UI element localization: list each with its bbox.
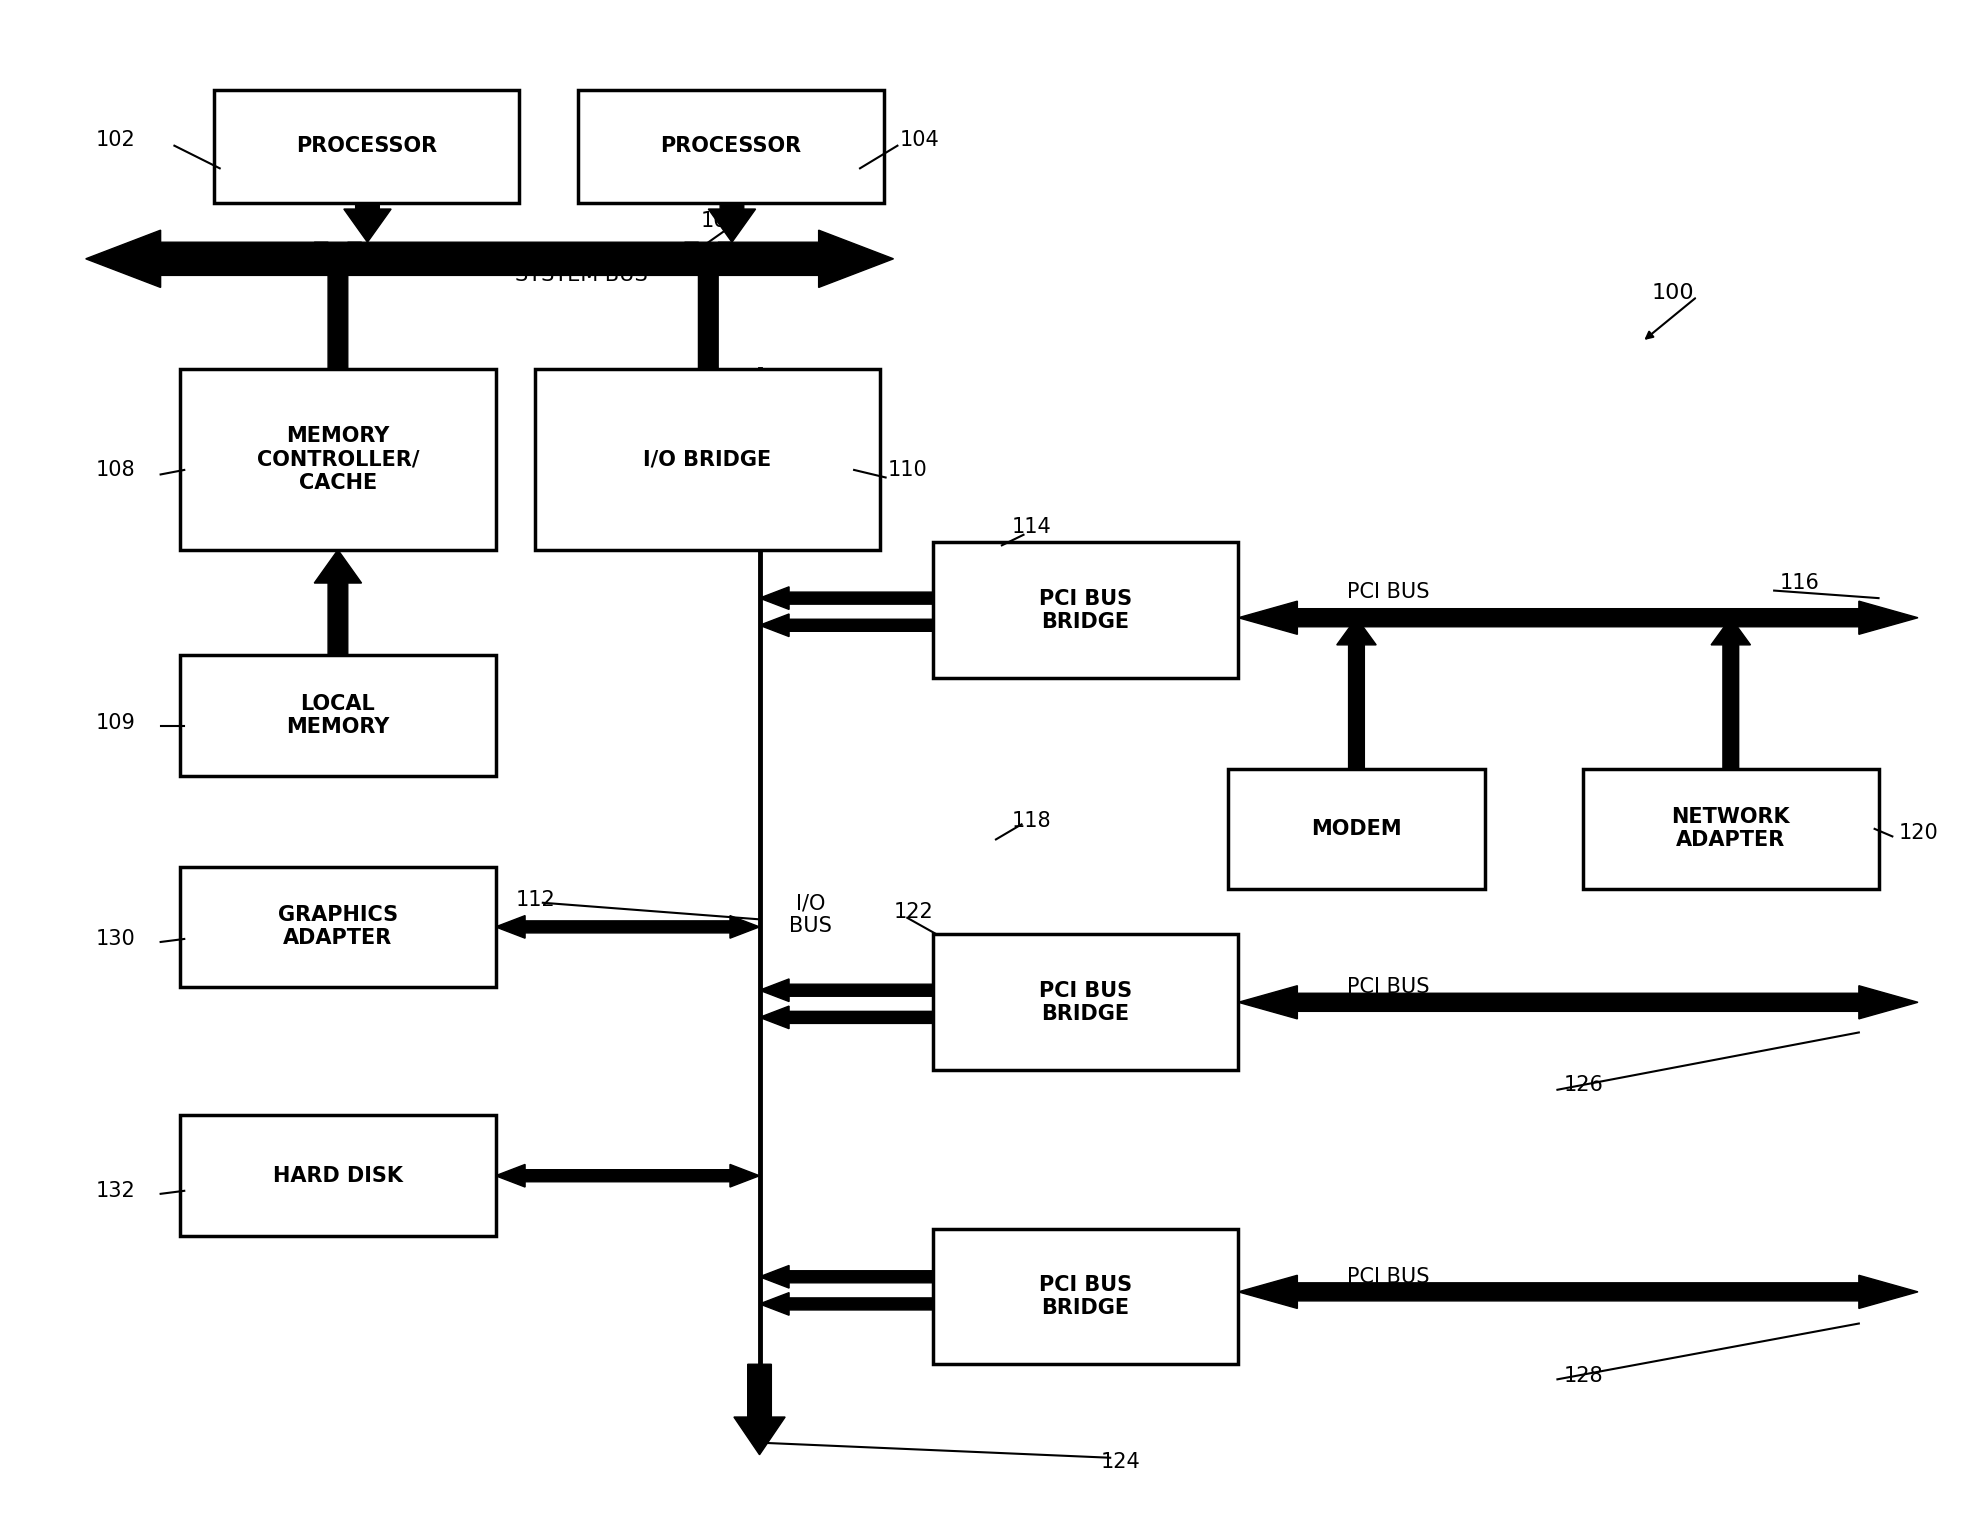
- Polygon shape: [496, 1164, 760, 1187]
- Bar: [181, 1116, 496, 1236]
- Text: PCI BUS: PCI BUS: [1347, 1266, 1428, 1286]
- Text: 132: 132: [95, 1181, 135, 1201]
- Bar: [932, 542, 1238, 679]
- Bar: [214, 90, 520, 202]
- Text: 126: 126: [1563, 1075, 1603, 1096]
- Polygon shape: [496, 916, 760, 938]
- Text: PCI BUS: PCI BUS: [1347, 581, 1428, 603]
- Text: 118: 118: [1012, 811, 1052, 831]
- Polygon shape: [85, 230, 893, 288]
- Polygon shape: [760, 1292, 932, 1315]
- Text: NETWORK
ADAPTER: NETWORK ADAPTER: [1671, 807, 1790, 851]
- Text: 108: 108: [95, 460, 135, 479]
- Text: 109: 109: [95, 714, 135, 734]
- Bar: [932, 935, 1238, 1070]
- Text: 130: 130: [95, 928, 135, 948]
- Text: 124: 124: [1101, 1452, 1141, 1472]
- Text: 104: 104: [899, 129, 938, 149]
- Polygon shape: [1238, 1275, 1919, 1309]
- Polygon shape: [708, 202, 756, 242]
- Text: GRAPHICS
ADAPTER: GRAPHICS ADAPTER: [278, 906, 399, 948]
- Text: LOCAL
MEMORY: LOCAL MEMORY: [286, 694, 389, 737]
- Bar: [181, 656, 496, 776]
- Bar: [1583, 769, 1879, 889]
- Text: PCI BUS
BRIDGE: PCI BUS BRIDGE: [1040, 980, 1133, 1024]
- Bar: [1228, 769, 1484, 889]
- Text: PCI BUS
BRIDGE: PCI BUS BRIDGE: [1040, 589, 1133, 632]
- Text: SYSTEM BUS: SYSTEM BUS: [516, 265, 649, 286]
- Polygon shape: [313, 549, 361, 656]
- Polygon shape: [734, 1364, 786, 1455]
- Text: I/O
BUS: I/O BUS: [790, 893, 831, 936]
- Text: MEMORY
CONTROLLER/
CACHE: MEMORY CONTROLLER/ CACHE: [256, 426, 419, 493]
- Bar: [932, 1228, 1238, 1364]
- Text: 122: 122: [893, 903, 932, 922]
- Polygon shape: [760, 587, 932, 609]
- Bar: [536, 368, 879, 549]
- Polygon shape: [313, 242, 361, 402]
- Polygon shape: [1238, 986, 1919, 1018]
- Text: 114: 114: [1012, 517, 1052, 537]
- Text: 112: 112: [516, 890, 556, 910]
- Text: PROCESSOR: PROCESSOR: [661, 137, 802, 157]
- Polygon shape: [1710, 618, 1750, 769]
- Text: MODEM: MODEM: [1311, 819, 1403, 839]
- Text: 106: 106: [700, 212, 740, 231]
- Polygon shape: [343, 202, 391, 242]
- Polygon shape: [1337, 618, 1377, 769]
- Text: 102: 102: [95, 129, 135, 149]
- Polygon shape: [684, 242, 732, 402]
- Text: 116: 116: [1780, 574, 1819, 594]
- Text: 100: 100: [1653, 283, 1694, 303]
- Polygon shape: [760, 1265, 932, 1288]
- Polygon shape: [760, 979, 932, 1001]
- Text: 110: 110: [887, 460, 927, 479]
- Text: HARD DISK: HARD DISK: [274, 1166, 403, 1186]
- Text: PCI BUS
BRIDGE: PCI BUS BRIDGE: [1040, 1275, 1133, 1318]
- Text: PCI BUS: PCI BUS: [1347, 977, 1428, 997]
- Text: 120: 120: [1899, 823, 1938, 843]
- Text: 128: 128: [1563, 1367, 1603, 1387]
- Bar: [181, 866, 496, 988]
- Polygon shape: [760, 1006, 932, 1029]
- Bar: [577, 90, 883, 202]
- Text: I/O BRIDGE: I/O BRIDGE: [643, 449, 772, 469]
- Bar: [181, 368, 496, 549]
- Polygon shape: [760, 613, 932, 636]
- Text: PROCESSOR: PROCESSOR: [296, 137, 436, 157]
- Polygon shape: [1238, 601, 1919, 635]
